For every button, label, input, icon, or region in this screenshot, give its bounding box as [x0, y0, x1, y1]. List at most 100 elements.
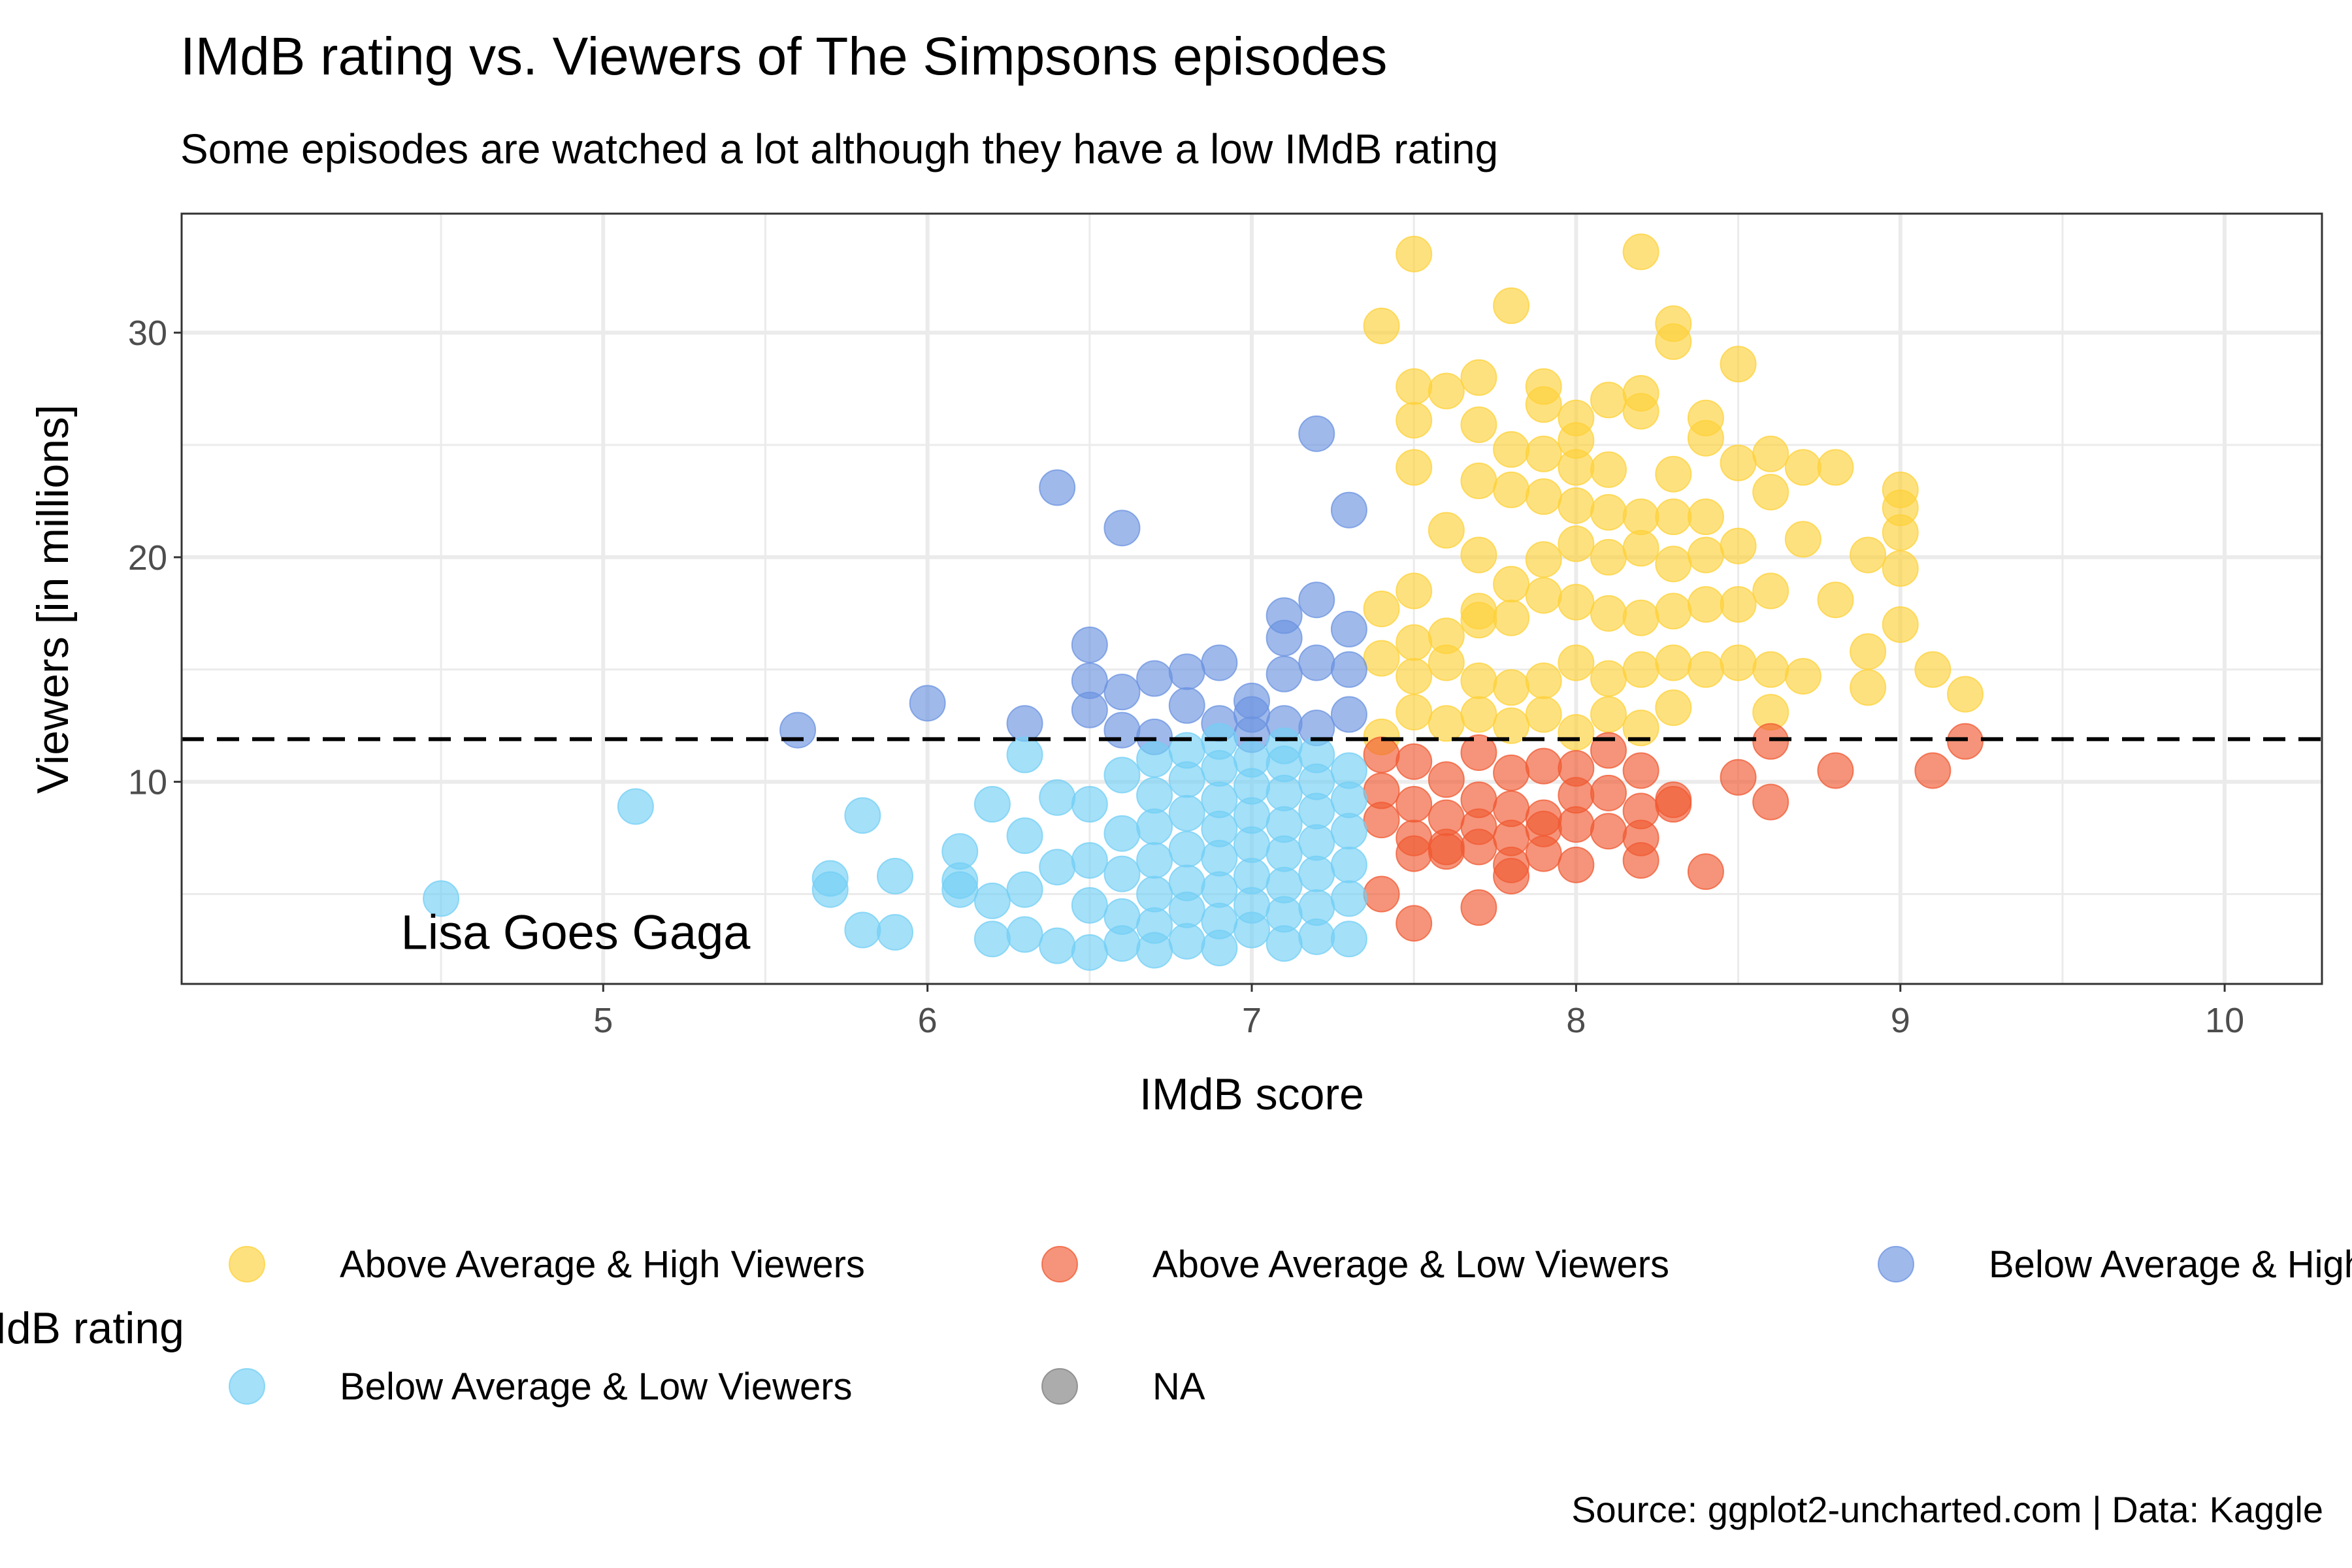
- data-point: [1850, 536, 1887, 574]
- data-point: [1201, 902, 1238, 939]
- data-point: [1622, 710, 1659, 747]
- data-point: [1558, 583, 1595, 621]
- x-axis-ticks: 5 6 7 8 9 10: [593, 984, 2244, 1040]
- data-point: [1622, 841, 1659, 879]
- data-point: [1460, 662, 1497, 699]
- data-point: [1298, 415, 1335, 452]
- data-point: [1622, 599, 1659, 636]
- data-point: [617, 788, 654, 825]
- data-point: [1655, 498, 1692, 536]
- data-point: [1428, 761, 1465, 798]
- data-point: [1428, 644, 1465, 681]
- data-point: [1136, 875, 1173, 913]
- data-point: [1752, 783, 1789, 821]
- data-point: [1298, 855, 1335, 892]
- data-point: [1752, 651, 1789, 688]
- legend-label: NA: [1152, 1365, 1205, 1408]
- data-point: [1525, 435, 1562, 472]
- data-point: [1493, 599, 1530, 636]
- x-tick-label: 8: [1566, 1001, 1586, 1040]
- legend-label: Below Average & Low Viewers: [340, 1365, 853, 1408]
- data-point: [1655, 689, 1692, 727]
- data-point: [1168, 830, 1205, 868]
- data-point: [1590, 660, 1627, 697]
- data-point: [1330, 696, 1367, 733]
- data-point: [1006, 705, 1043, 742]
- data-point: [1396, 658, 1433, 695]
- data-point: [1039, 927, 1076, 964]
- data-point: [1622, 530, 1659, 567]
- data-point: [1882, 606, 1919, 644]
- data-point: [1493, 471, 1530, 508]
- data-point: [1914, 752, 1952, 789]
- data-point: [1460, 406, 1497, 444]
- data-point: [844, 797, 881, 834]
- data-point: [1817, 581, 1854, 619]
- data-point: [1558, 714, 1595, 751]
- data-point: [1460, 889, 1497, 926]
- data-point: [1396, 743, 1433, 780]
- data-point: [1071, 887, 1108, 924]
- data-point: [1558, 806, 1595, 843]
- data-point: [1720, 586, 1757, 623]
- data-point: [1687, 853, 1724, 890]
- data-point: [1428, 372, 1465, 410]
- x-axis-title: IMdB score: [1139, 1070, 1364, 1119]
- data-point: [1428, 512, 1465, 549]
- data-point: [1590, 696, 1627, 733]
- data-point: [1298, 581, 1335, 619]
- data-point: [1558, 846, 1595, 883]
- data-point: [1882, 514, 1919, 551]
- data-point: [1071, 691, 1108, 728]
- chart-caption: Source: ggplot2-uncharted.com | Data: Ka…: [1571, 1489, 2323, 1530]
- data-point: [1396, 402, 1433, 439]
- data-point: [1525, 835, 1562, 872]
- data-point: [1590, 813, 1627, 850]
- data-point: [423, 880, 460, 917]
- data-point: [1493, 858, 1530, 895]
- data-point: [1298, 824, 1335, 861]
- data-point: [1914, 651, 1952, 688]
- data-point: [1558, 525, 1595, 563]
- data-point: [1103, 674, 1141, 711]
- data-point: [1687, 498, 1724, 536]
- data-point: [941, 862, 979, 899]
- data-point: [1817, 449, 1854, 486]
- data-point: [779, 711, 817, 749]
- data-point: [1687, 419, 1724, 457]
- data-point: [1330, 610, 1367, 647]
- y-tick-label: 30: [128, 314, 167, 353]
- legend-key: [1878, 1246, 1914, 1282]
- data-point: [1363, 640, 1400, 677]
- data-point: [1168, 864, 1205, 902]
- legend-key: [229, 1246, 265, 1282]
- x-tick-label: 10: [2205, 1001, 2244, 1040]
- legend-label: Above Average & High Viewers: [340, 1243, 865, 1286]
- data-point: [1493, 707, 1530, 744]
- data-point: [1590, 732, 1627, 769]
- data-point: [1103, 510, 1141, 547]
- data-point: [1525, 662, 1562, 699]
- y-axis-title: Viewers [in millions]: [28, 404, 78, 794]
- legend-label: Below Average & High Viewers: [1989, 1243, 2352, 1286]
- chart-subtitle: Some episodes are watched a lot although…: [180, 125, 1498, 172]
- data-point: [811, 860, 849, 897]
- data-point: [1428, 833, 1465, 870]
- data-point: [1460, 536, 1497, 574]
- data-point: [1850, 669, 1887, 706]
- data-point: [1136, 907, 1173, 944]
- legend-key: [1041, 1246, 1078, 1282]
- data-point: [909, 685, 946, 722]
- data-point: [1460, 593, 1497, 630]
- data-point: [1720, 759, 1757, 796]
- data-point: [1687, 536, 1724, 574]
- data-point: [1201, 781, 1238, 819]
- data-point: [1330, 880, 1367, 917]
- data-point: [1298, 644, 1335, 681]
- legend-title: IMdB rating: [0, 1303, 184, 1353]
- data-point: [877, 913, 913, 951]
- data-point: [1655, 786, 1692, 823]
- data-point: [1330, 846, 1367, 883]
- chart-title: IMdB rating vs. Viewers of The Simpsons …: [180, 27, 1387, 86]
- data-point: [1006, 817, 1043, 855]
